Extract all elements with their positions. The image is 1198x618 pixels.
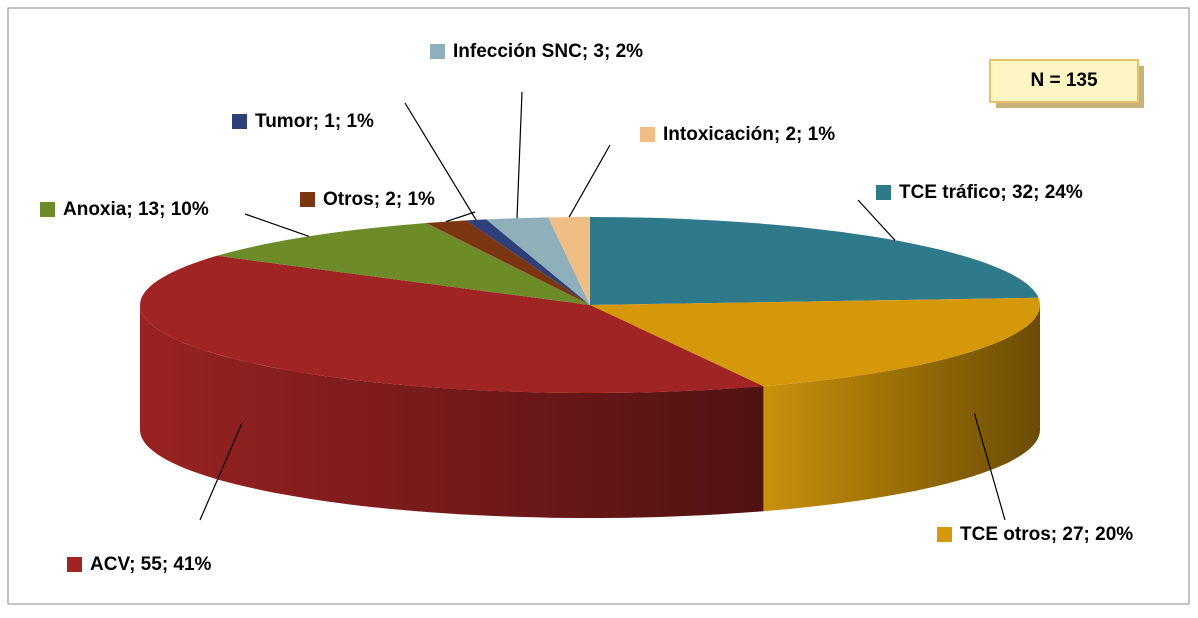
- label-name: Intoxicación: [663, 124, 774, 145]
- legend-marker: [67, 557, 82, 572]
- pie-slice: [590, 217, 1039, 305]
- legend-marker: [640, 127, 655, 142]
- annotation-box: [989, 59, 1139, 103]
- label-name: Otros: [323, 189, 374, 210]
- label-value: ; 3; 2%: [582, 41, 643, 62]
- label-name: TCE otros: [960, 524, 1051, 545]
- data-label: Otros; 2; 1%: [323, 189, 435, 210]
- data-label: TCE otros; 27; 20%: [960, 524, 1133, 545]
- leader-line: [244, 213, 309, 237]
- label-name: Infección SNC: [453, 41, 582, 62]
- data-label: ACV; 55; 41%: [90, 554, 212, 575]
- label-name: Anoxia: [63, 199, 127, 220]
- pie-slice: [486, 217, 590, 305]
- data-label: Anoxia; 13; 10%: [63, 199, 209, 220]
- label-value: ; 32; 24%: [1000, 182, 1082, 203]
- pie-slice: [548, 217, 590, 305]
- label-value: ; 55; 41%: [129, 554, 211, 575]
- side-shade: [763, 305, 1040, 512]
- legend-marker: [937, 527, 952, 542]
- legend-marker: [40, 202, 55, 217]
- label-value: ; 1; 1%: [313, 111, 374, 132]
- leader-line: [568, 144, 611, 218]
- pie-slice: [466, 219, 590, 305]
- data-label: Intoxicación; 2; 1%: [663, 124, 835, 145]
- leader-line: [857, 199, 896, 241]
- label-value: ; 13; 10%: [126, 199, 208, 220]
- label-name: TCE tráfico: [899, 182, 1000, 203]
- legend-marker: [232, 114, 247, 129]
- label-value: ; 2; 1%: [774, 124, 835, 145]
- label-value: ; 2; 1%: [374, 189, 435, 210]
- data-label: TCE tráfico; 32; 24%: [899, 182, 1083, 203]
- leader-line: [445, 211, 476, 223]
- label-name: ACV: [90, 554, 130, 575]
- pie-slice: [590, 297, 1040, 387]
- legend-marker: [300, 192, 315, 207]
- label-name: Tumor: [255, 111, 313, 132]
- side-shade: [140, 305, 764, 518]
- annotation: N = 135: [1030, 70, 1098, 91]
- pie-slice: [140, 255, 764, 393]
- data-label: Tumor; 1; 1%: [255, 111, 374, 132]
- label-value: ; 27; 20%: [1051, 524, 1133, 545]
- leader-line: [404, 102, 477, 221]
- pie-slice: [216, 223, 590, 305]
- pie-slice: [426, 220, 590, 305]
- leader-line: [516, 91, 523, 219]
- legend-marker: [876, 185, 891, 200]
- legend-marker: [430, 44, 445, 59]
- leader-line: [973, 413, 1006, 521]
- data-label: Infección SNC; 3; 2%: [453, 41, 643, 62]
- leader-line: [199, 423, 243, 521]
